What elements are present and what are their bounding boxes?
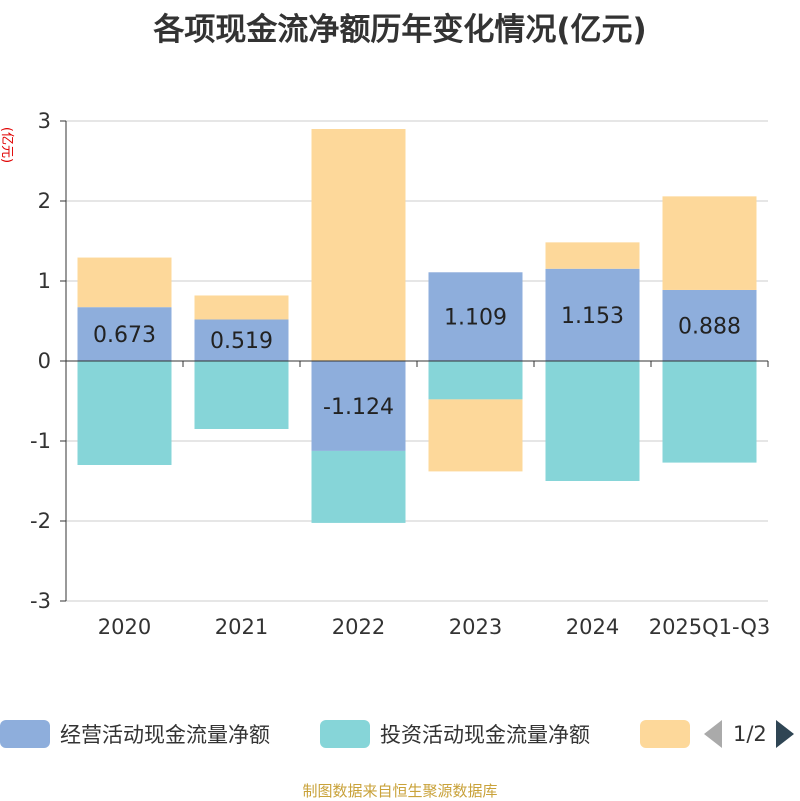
pager-next-icon[interactable] [775,720,794,748]
data-labels: 0.673 0.519 -1.124 1.109 1.153 0.888 [93,304,741,420]
bar-s2-1 [194,295,289,320]
chart-title: 各项现金流净额历年变化情况(亿元) [153,12,647,48]
x-tick-label-4: 2024 [566,615,619,639]
data-label-4: 1.153 [561,304,624,329]
bar-s1-2 [311,450,406,523]
y-tick-label-4: -1 [30,429,51,453]
x-tick-label-2: 2022 [332,615,385,639]
bar-s1-4 [545,361,640,481]
legend: 经营活动现金流量净额 投资活动现金流量净额 [0,716,800,752]
bar-s0-1 [194,319,289,361]
pager-text: 1/2 [733,722,767,746]
data-label-3: 1.109 [444,306,507,331]
legend-swatch-1 [320,720,370,748]
gridlines [66,120,768,602]
bar-s0-2 [311,361,406,451]
bar-s2-4 [545,242,640,269]
bar-s1-0 [77,361,172,465]
bar-s0-4 [545,268,640,361]
bar-s2-2 [311,129,406,361]
x-tick-label-0: 2020 [98,615,151,639]
legend-swatch-2 [640,720,690,748]
legend-item-0[interactable]: 经营活动现金流量净额 [0,716,270,752]
data-label-0: 0.673 [93,323,156,348]
legend-label-0: 经营活动现金流量净额 [60,723,270,747]
bar-s2-3 [428,399,523,472]
y-tick-label-1: 2 [38,189,51,213]
y-axis-title: (亿元) [0,127,14,163]
bar-s1-3 [428,361,523,400]
axes: 3 2 1 0 -1 -2 -3 2020 2021 2022 2023 2024 2025Q1-Q3 [30,109,770,639]
legend-item-2[interactable] [640,716,690,752]
legend-pager: 1/2 [700,716,800,752]
data-label-1: 0.519 [210,329,273,354]
pager-prev-icon[interactable] [704,720,722,748]
x-tick-label-1: 2021 [215,615,268,639]
bar-s1-5 [662,361,757,463]
data-label-5: 0.888 [678,314,741,339]
bar-s2-0 [77,257,172,308]
source-note: 制图数据来自恒生聚源数据库 [302,782,498,800]
y-tick-label-5: -2 [30,509,51,533]
bar-s0-3 [428,272,523,361]
y-tick-label-0: 3 [38,109,51,133]
y-tick-label-2: 1 [38,269,51,293]
legend-label-1: 投资活动现金流量净额 [380,723,590,747]
data-label-2: -1.124 [323,395,394,420]
y-tick-label-3: 0 [38,349,51,373]
y-tick-label-6: -3 [30,589,51,613]
x-tick-label-5: 2025Q1-Q3 [649,615,771,639]
bar-s0-5 [662,289,757,361]
bar-s1-1 [194,361,289,429]
bars [77,129,757,523]
bar-s2-5 [662,196,757,290]
x-tick-label-3: 2023 [449,615,502,639]
legend-item-1[interactable]: 投资活动现金流量净额 [320,716,590,752]
legend-swatch-0 [0,720,50,748]
bar-s0-0 [77,307,172,361]
